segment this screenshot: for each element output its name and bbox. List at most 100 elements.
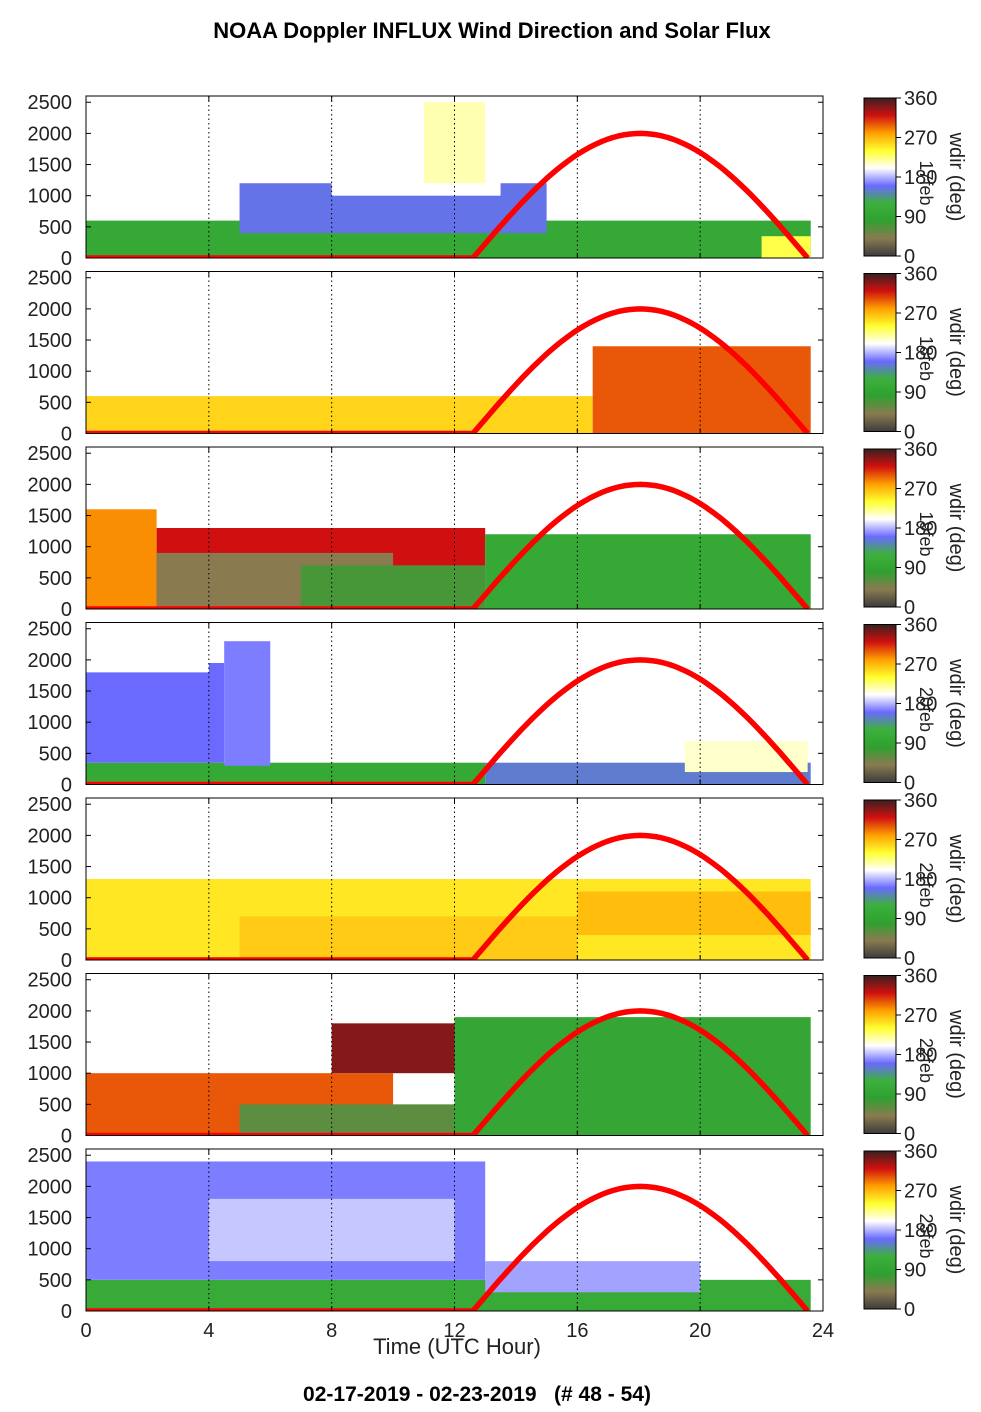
colorbar-tick-label: 270 <box>904 654 937 676</box>
colorbar-tick-label: 180 <box>904 518 937 540</box>
solar-flux-curve <box>86 832 810 960</box>
y-tick-label: 2000 <box>28 299 73 321</box>
y-tick-label: 2500 <box>28 1145 73 1167</box>
colorbar-label: wdir (deg) <box>945 307 967 397</box>
colorbar-tick-label: 90 <box>904 909 926 931</box>
y-tick-label: 2500 <box>28 268 73 290</box>
x-tick-label: 16 <box>566 1320 588 1342</box>
y-tick-label: 0 <box>61 1301 72 1323</box>
colorbar-tick-label: 270 <box>904 128 937 150</box>
panel-day-label: 23feb <box>916 1213 936 1258</box>
solar-flux-curve <box>86 657 810 785</box>
y-tick-label: 0 <box>61 599 72 621</box>
wind-region <box>592 346 811 434</box>
colorbar-tick-label: 270 <box>904 830 937 852</box>
y-tick-label: 500 <box>39 392 72 414</box>
colorbar-tick-label: 90 <box>904 733 926 755</box>
y-tick-label: 0 <box>61 775 72 797</box>
colorbar-tick-label: 360 <box>904 1141 937 1163</box>
figure-footer: 02-17-2019 - 02-23-2019 (# 48 - 54) <box>303 1383 651 1406</box>
y-tick-label: 2500 <box>28 619 73 641</box>
solar-flux-curve <box>86 1008 810 1136</box>
colorbar-tick-label: 270 <box>904 1181 937 1203</box>
colorbar <box>863 975 897 1134</box>
colorbar-tick-label: 90 <box>904 1260 926 1282</box>
wind-region <box>86 647 209 673</box>
colorbar <box>863 1150 897 1310</box>
colorbar-tick-label: 180 <box>904 1045 937 1067</box>
x-axis-label: Time (UTC Hour) <box>373 1334 541 1359</box>
panel-day-label: 20feb <box>916 687 936 732</box>
colorbar-tick-label: 180 <box>904 694 937 716</box>
panel-21feb: 0 500 1000 1500 2000 2500 0 90 180 270 360 wdir (de… <box>28 790 968 972</box>
colorbar-tick-label: 360 <box>904 88 937 110</box>
y-tick-label: 2000 <box>28 825 73 847</box>
colorbar <box>863 273 897 432</box>
panels-group: 0 4 8 12 16 20 2405001000150020002500090180270… <box>28 88 968 1342</box>
colorbar-tick-label: 0 <box>904 948 915 970</box>
wind-region <box>761 236 811 258</box>
y-tick-label: 2500 <box>28 970 73 992</box>
colorbar-label: wdir (deg) <box>945 1185 967 1275</box>
y-tick-label: 1000 <box>28 537 73 559</box>
colorbar-tick-label: 180 <box>904 167 937 189</box>
y-tick-label: 500 <box>39 1270 72 1292</box>
y-tick-label: 2500 <box>28 92 73 114</box>
panel-data <box>86 346 811 434</box>
wind-region <box>684 740 808 773</box>
y-tick-label: 1000 <box>28 712 73 734</box>
y-tick-label: 2000 <box>28 1176 73 1198</box>
panel-day-label: 17feb <box>916 160 936 205</box>
y-tick-label: 2000 <box>28 123 73 145</box>
colorbar-tick-label: 360 <box>904 439 937 461</box>
panel-day-label: 21feb <box>916 862 936 907</box>
colorbar-tick-label: 270 <box>904 303 937 325</box>
solar-flux-curve <box>86 1183 810 1311</box>
y-tick-label: 0 <box>61 248 72 270</box>
x-tick-label: 0 <box>80 1320 91 1342</box>
panel-data <box>86 1161 811 1311</box>
y-tick-label: 500 <box>39 1094 72 1116</box>
y-tick-label: 0 <box>61 424 72 446</box>
y-tick-label: 1500 <box>28 506 73 528</box>
wind-region <box>86 762 486 785</box>
colorbar-label: wdir (deg) <box>945 132 967 222</box>
wind-region <box>86 396 593 434</box>
x-tick-label: 8 <box>326 1320 337 1342</box>
wind-region <box>224 641 271 766</box>
y-tick-label: 2000 <box>28 650 73 672</box>
y-tick-label: 1500 <box>28 857 73 879</box>
solar-flux-curve <box>86 130 810 258</box>
panel-data <box>86 102 811 258</box>
panel-data <box>86 509 811 609</box>
y-tick-label: 0 <box>61 950 72 972</box>
y-tick-label: 2500 <box>28 443 73 465</box>
panel-23feb: 0 500 1000 1500 2000 2500 0 90 180 270 360 wdir (de… <box>28 1141 968 1323</box>
colorbar-tick-label: 0 <box>904 246 915 268</box>
panel-18feb: 0 500 1000 1500 2000 2500 0 90 180 270 360 wdir (de… <box>28 264 968 446</box>
panel-17feb: 0 500 1000 1500 2000 2500 0 90 180 270 360 wdir (de… <box>28 88 968 270</box>
panel-19feb: 0 500 1000 1500 2000 2500 0 90 180 270 360 wdir (de… <box>28 439 968 621</box>
y-tick-label: 1000 <box>28 1239 73 1261</box>
panel-data <box>86 641 811 785</box>
panel-20feb: 0 500 1000 1500 2000 2500 0 90 180 270 360 wdir (de… <box>28 615 968 797</box>
colorbar-tick-label: 360 <box>904 790 937 812</box>
y-tick-label: 1500 <box>28 681 73 703</box>
y-tick-label: 2000 <box>28 474 73 496</box>
colorbar-tick-label: 360 <box>904 615 937 637</box>
colorbar-tick-label: 180 <box>904 343 937 365</box>
colorbar <box>863 448 897 608</box>
y-tick-label: 1500 <box>28 1208 73 1230</box>
colorbar-tick-label: 90 <box>904 558 926 580</box>
colorbar-tick-label: 0 <box>904 1299 915 1321</box>
panel-day-label: 22feb <box>916 1038 936 1083</box>
x-tick-label: 20 <box>689 1320 711 1342</box>
colorbar <box>863 799 897 959</box>
colorbar-tick-label: 180 <box>904 1220 937 1242</box>
x-tick-label: 12 <box>443 1320 465 1342</box>
colorbar-tick-label: 0 <box>904 1124 915 1146</box>
y-tick-label: 500 <box>39 743 72 765</box>
wind-region <box>300 565 486 609</box>
